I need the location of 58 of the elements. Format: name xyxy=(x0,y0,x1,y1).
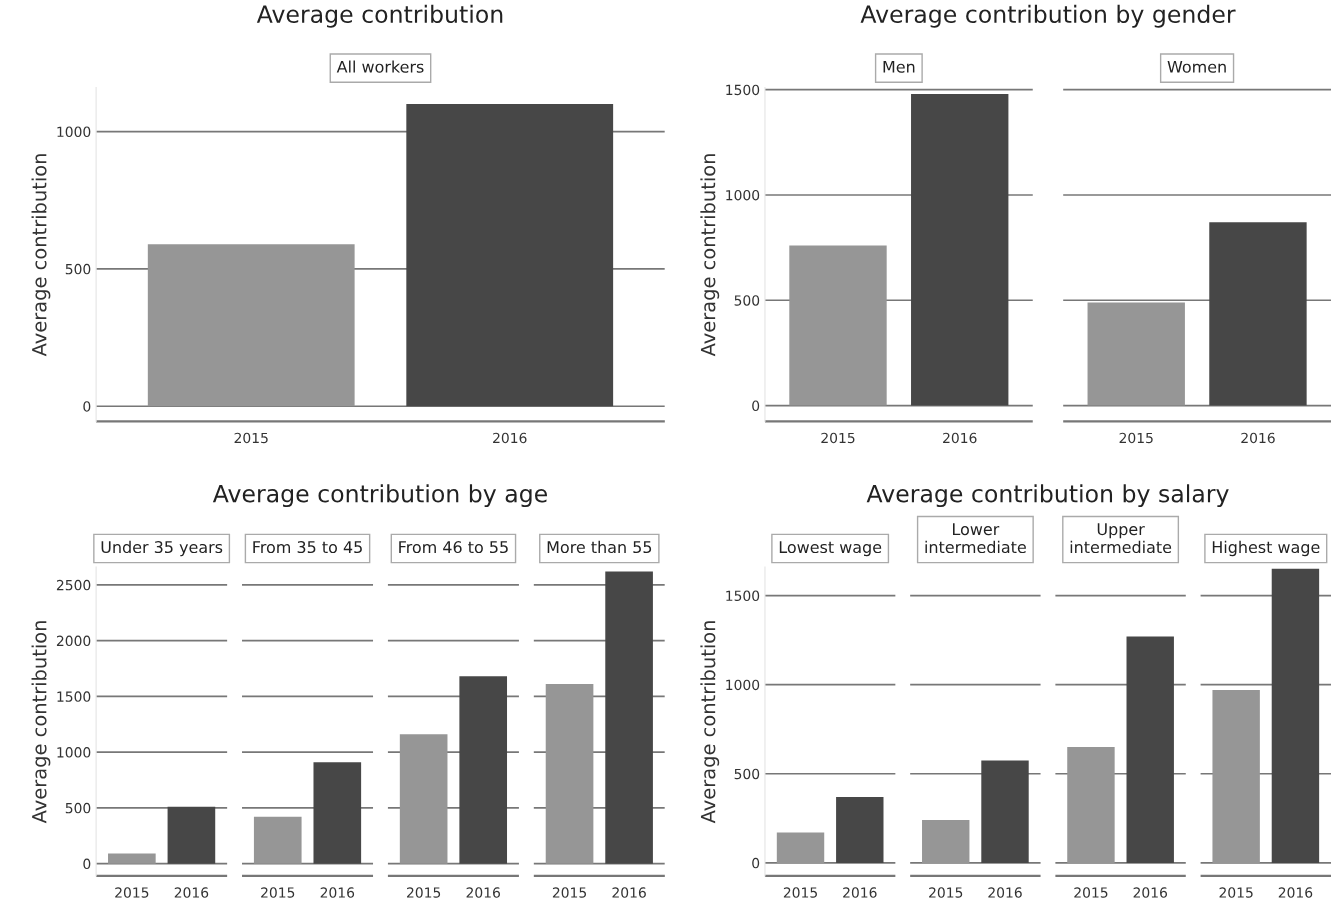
text: Lower intermediate xyxy=(925,523,1026,554)
text: Women xyxy=(1167,60,1226,73)
x-tick-label: 2015 xyxy=(1219,887,1253,898)
y-tick-label: 1500 xyxy=(726,84,760,96)
chart-title: Average contribution by age xyxy=(212,484,547,508)
x-tick-label: 2015 xyxy=(234,432,268,444)
y-tick-label: 2500 xyxy=(56,579,91,591)
y-tick-label: 1000 xyxy=(726,189,760,201)
x-tick-label: 2016 xyxy=(1133,887,1168,898)
text: From 35 to 45 xyxy=(253,541,362,554)
text: Men xyxy=(883,60,915,73)
x-tick-label: 2016 xyxy=(843,887,877,898)
y-tick-label: 0 xyxy=(752,857,760,869)
text: All workers xyxy=(336,60,424,73)
text: Under 35 years xyxy=(101,540,223,557)
y-tick-label: 0 xyxy=(83,858,91,870)
y-tick-label: 1500 xyxy=(726,590,760,602)
text: Lowest wage xyxy=(779,541,882,557)
x-tick-label: 2016 xyxy=(466,887,500,898)
x-tick-label: 2015 xyxy=(929,887,963,898)
chart-title: Average contribution by salary xyxy=(866,484,1229,508)
chart-title: Average contribution by gender xyxy=(860,4,1236,28)
x-tick-label: 2015 xyxy=(821,432,855,444)
x-tick-label: 2015 xyxy=(115,887,149,898)
text: From 46 to 55 xyxy=(399,541,508,554)
y-tick-label: 1000 xyxy=(57,126,91,138)
x-tick-label: 2015 xyxy=(1074,887,1108,898)
y-axis-title: Average contribution xyxy=(31,154,51,357)
y-axis-title: Average contribution xyxy=(700,621,720,824)
y-tick-label: 2000 xyxy=(56,635,91,647)
x-tick-label: 2015 xyxy=(261,887,295,898)
x-tick-label: 2015 xyxy=(552,887,587,898)
x-tick-label: 2016 xyxy=(943,432,977,444)
y-tick-label: 1500 xyxy=(57,691,91,702)
x-tick-label: 2016 xyxy=(988,887,1022,898)
x-tick-label: 2016 xyxy=(1241,432,1275,444)
y-tick-label: 500 xyxy=(65,263,91,275)
y-axis-title: Average contribution xyxy=(700,154,720,357)
x-tick-label: 2015 xyxy=(783,887,817,898)
y-tick-label: 500 xyxy=(734,768,760,780)
y-axis-title: Average contribution xyxy=(31,621,51,824)
y-tick-label: 500 xyxy=(734,295,760,306)
chart-title: Average contribution xyxy=(256,4,503,28)
y-tick-label: 0 xyxy=(83,401,91,412)
x-tick-label: 2015 xyxy=(1119,432,1153,444)
x-tick-label: 2016 xyxy=(493,432,527,444)
text: More than 55 xyxy=(547,540,652,554)
y-tick-label: 500 xyxy=(65,802,91,814)
x-tick-label: 2016 xyxy=(612,887,646,898)
y-tick-label: 1000 xyxy=(726,679,760,691)
x-tick-label: 2016 xyxy=(320,887,355,898)
x-tick-label: 2016 xyxy=(1278,887,1313,898)
y-tick-label: 0 xyxy=(752,400,760,412)
x-tick-label: 2015 xyxy=(406,887,441,898)
y-tick-label: 1000 xyxy=(57,747,91,758)
text: Upper intermediate xyxy=(1070,523,1172,554)
text: Highest wage xyxy=(1212,540,1320,557)
x-tick-label: 2016 xyxy=(174,887,209,898)
